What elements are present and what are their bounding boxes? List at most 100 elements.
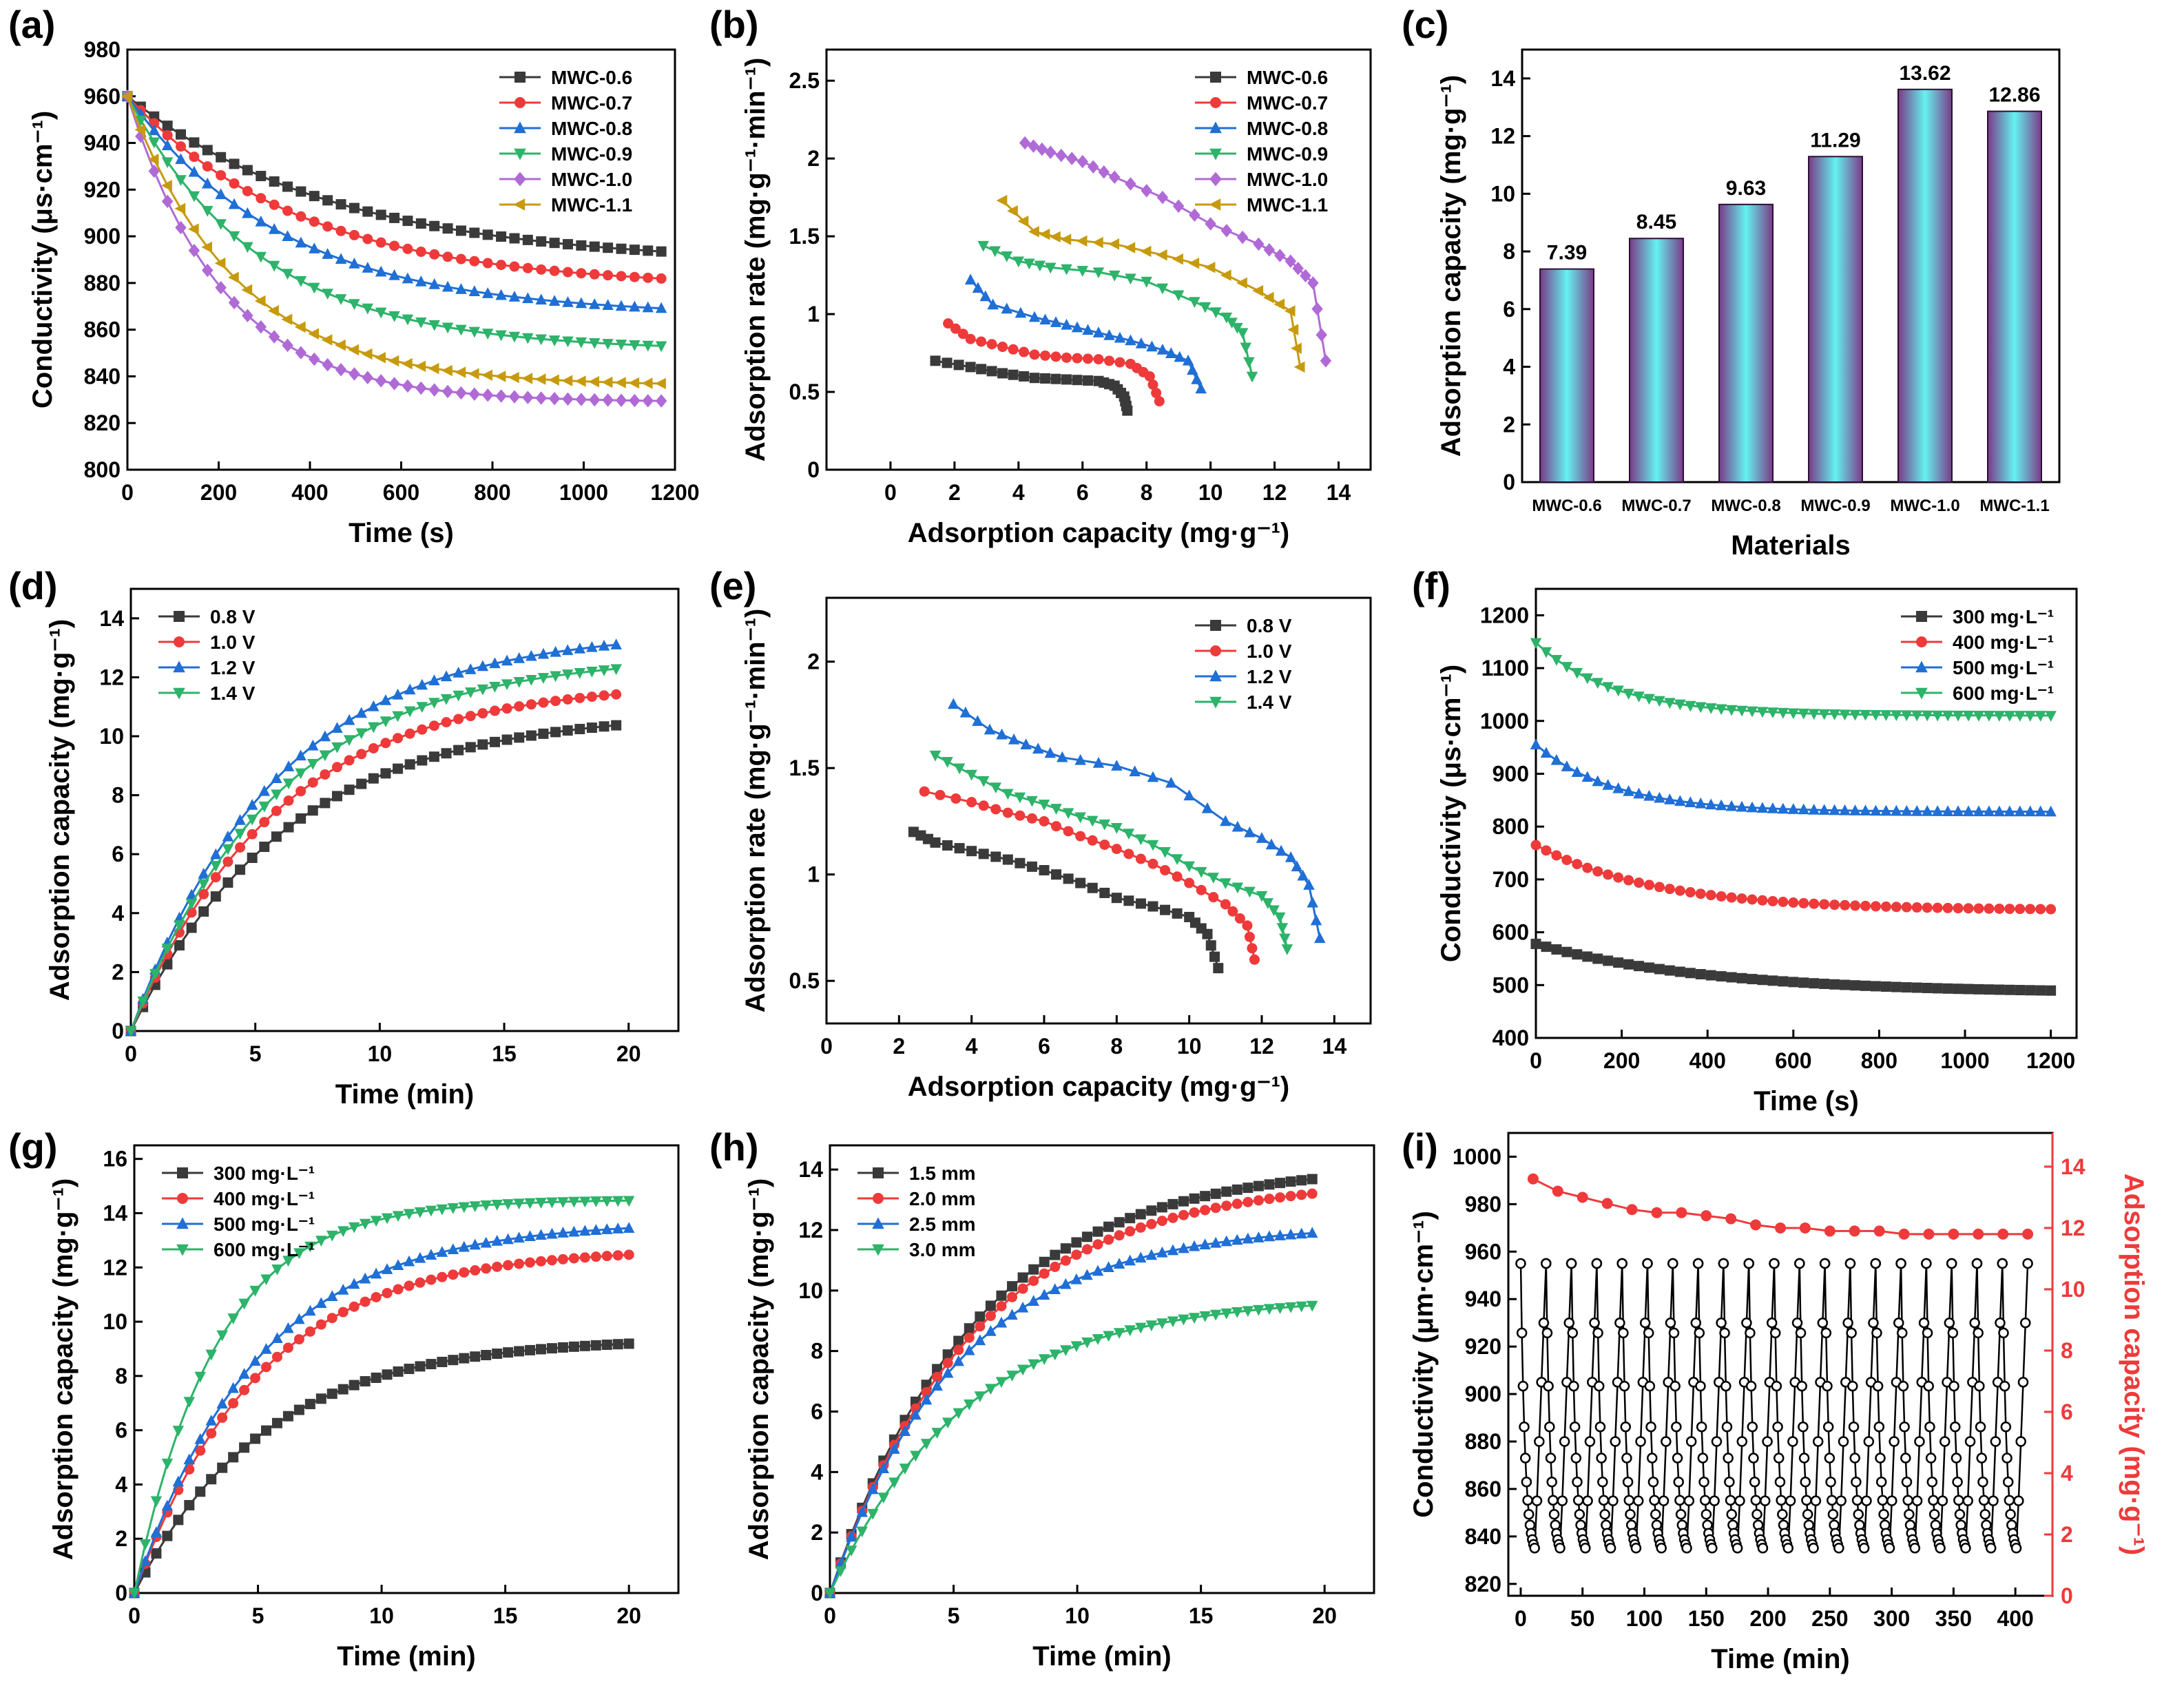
data-point xyxy=(942,357,953,368)
data-point xyxy=(1231,1234,1243,1245)
y-tick-label: 840 xyxy=(1465,1524,1501,1549)
data-point xyxy=(1264,1194,1275,1205)
data-point xyxy=(615,340,627,351)
conductivity-point xyxy=(1971,1258,1983,1269)
data-point xyxy=(548,392,561,406)
data-point xyxy=(1571,766,1583,777)
data-point xyxy=(509,261,520,272)
data-point xyxy=(1253,1180,1264,1191)
conductivity-point xyxy=(1531,1495,1543,1506)
data-point xyxy=(414,1251,426,1263)
data-point xyxy=(1297,869,1309,881)
conductivity-point xyxy=(1572,1477,1583,1488)
data-point xyxy=(198,879,209,891)
conductivity-point xyxy=(1523,1508,1535,1520)
data-point xyxy=(978,849,989,860)
data-point xyxy=(1103,329,1115,340)
conductivity-point xyxy=(1777,1508,1788,1520)
data-point xyxy=(1008,369,1019,380)
data-point xyxy=(161,139,174,151)
data-point xyxy=(1125,177,1136,191)
conductivity-point xyxy=(1822,1380,1833,1392)
data-point xyxy=(568,1225,580,1237)
data-point xyxy=(612,1222,624,1234)
conductivity-point xyxy=(1871,1327,1882,1339)
data-point xyxy=(1242,920,1253,931)
conductivity-point xyxy=(1650,1508,1661,1520)
data-point xyxy=(1207,873,1220,884)
data-point xyxy=(1602,779,1614,790)
data-point xyxy=(1695,968,1706,979)
data-point xyxy=(562,694,573,705)
data-point xyxy=(2035,805,2046,817)
data-point xyxy=(1103,1331,1114,1342)
data-point xyxy=(1040,373,1051,384)
data-point xyxy=(856,1506,868,1517)
data-point xyxy=(235,864,246,875)
data-point xyxy=(1285,1176,1296,1187)
legend-marker xyxy=(173,660,185,673)
data-point xyxy=(268,330,280,344)
y-tick-label: 1.5 xyxy=(789,756,820,780)
conductivity-point xyxy=(1824,1453,1835,1464)
y-tick-label: 2 xyxy=(1503,412,1515,437)
data-point xyxy=(482,229,493,240)
data-point xyxy=(1767,895,1778,906)
data-point xyxy=(601,376,613,388)
capacity-point xyxy=(1750,1219,1762,1231)
data-point xyxy=(210,861,222,872)
data-point xyxy=(1122,405,1133,416)
y-tick-label: 4 xyxy=(811,1459,823,1484)
x-tick-label: 0 xyxy=(1530,1048,1542,1073)
data-point xyxy=(1253,1195,1264,1206)
data-point xyxy=(1062,808,1074,820)
conductivity-point xyxy=(1519,1422,1530,1433)
data-point xyxy=(258,784,271,796)
data-point xyxy=(953,360,964,371)
conductivity-point xyxy=(1798,1422,1809,1433)
data-point xyxy=(1819,979,1830,990)
conductivity-point xyxy=(1897,1380,1909,1392)
data-point xyxy=(1006,1309,1018,1320)
data-point xyxy=(1654,791,1665,803)
data-point xyxy=(348,344,360,356)
data-point xyxy=(1315,328,1327,342)
y-tick-label: 16 xyxy=(103,1147,127,1172)
data-point xyxy=(996,728,1008,740)
x-tick-label: 1000 xyxy=(559,480,608,505)
data-point xyxy=(601,1340,612,1351)
conductivity-point xyxy=(1618,1327,1629,1339)
data-point xyxy=(568,1196,580,1208)
data-point xyxy=(326,1290,338,1302)
series-line-0 xyxy=(829,1178,1313,1594)
data-point xyxy=(1038,1354,1050,1366)
data-point xyxy=(1231,1184,1242,1195)
y-tick-label: 860 xyxy=(84,318,121,342)
conductivity-point xyxy=(1568,1380,1579,1392)
legend-entry: 1.2 V xyxy=(210,657,256,678)
data-point xyxy=(977,776,990,787)
data-point xyxy=(293,1248,305,1260)
data-point xyxy=(642,394,654,408)
x-tick-label: 2 xyxy=(893,1034,905,1059)
data-point xyxy=(1050,316,1062,327)
legend-marker xyxy=(1209,171,1222,187)
data-point xyxy=(326,1230,338,1242)
data-point xyxy=(151,1548,162,1559)
data-point xyxy=(356,749,367,760)
data-point xyxy=(1613,957,1624,968)
data-point xyxy=(1200,1191,1211,1202)
data-point xyxy=(375,209,386,220)
capacity-point xyxy=(1651,1207,1663,1218)
data-point xyxy=(1049,1283,1061,1295)
data-point xyxy=(1911,804,1923,816)
data-point xyxy=(964,1323,975,1334)
legend-entry: 1.5 mm xyxy=(909,1163,976,1184)
data-point xyxy=(1922,902,1933,913)
data-point xyxy=(548,295,561,306)
data-point xyxy=(1019,371,1030,382)
data-point xyxy=(1736,705,1748,717)
data-point xyxy=(931,1380,943,1391)
data-point xyxy=(1209,1236,1222,1248)
data-point xyxy=(1685,887,1696,898)
